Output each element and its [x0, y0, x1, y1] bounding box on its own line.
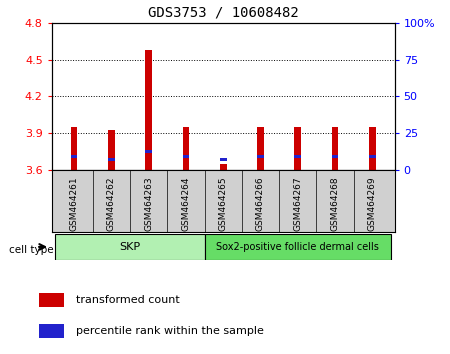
Text: cell type: cell type: [9, 245, 54, 255]
Bar: [294, 127, 301, 170]
Bar: [332, 155, 338, 158]
Bar: [39, 293, 64, 307]
Bar: [39, 324, 64, 338]
Title: GDS3753 / 10608482: GDS3753 / 10608482: [148, 5, 299, 19]
Text: GSM464261: GSM464261: [70, 176, 79, 231]
Bar: [294, 155, 301, 158]
Text: percentile rank within the sample: percentile rank within the sample: [76, 326, 264, 336]
Text: GSM464264: GSM464264: [181, 176, 190, 230]
Text: Sox2-positive follicle dermal cells: Sox2-positive follicle dermal cells: [216, 242, 379, 252]
Bar: [369, 127, 376, 170]
Text: GSM464266: GSM464266: [256, 176, 265, 231]
Bar: [220, 164, 226, 170]
Text: GSM464267: GSM464267: [293, 176, 302, 231]
Bar: [183, 127, 189, 170]
Bar: [369, 155, 376, 158]
Bar: [257, 155, 264, 158]
Bar: [108, 158, 115, 161]
Bar: [71, 127, 77, 170]
Bar: [205, 234, 391, 260]
Text: GSM464263: GSM464263: [144, 176, 153, 231]
Bar: [332, 127, 338, 170]
Bar: [145, 150, 152, 153]
Bar: [108, 130, 115, 170]
Bar: [55, 234, 205, 260]
Bar: [183, 155, 189, 158]
Text: SKP: SKP: [119, 242, 140, 252]
Bar: [220, 158, 226, 161]
Text: GSM464268: GSM464268: [330, 176, 339, 231]
Text: GSM464265: GSM464265: [219, 176, 228, 231]
Bar: [71, 155, 77, 158]
Bar: [145, 50, 152, 170]
Bar: [257, 127, 264, 170]
Text: GSM464262: GSM464262: [107, 176, 116, 230]
Text: transformed count: transformed count: [76, 295, 180, 305]
Text: GSM464269: GSM464269: [368, 176, 377, 231]
